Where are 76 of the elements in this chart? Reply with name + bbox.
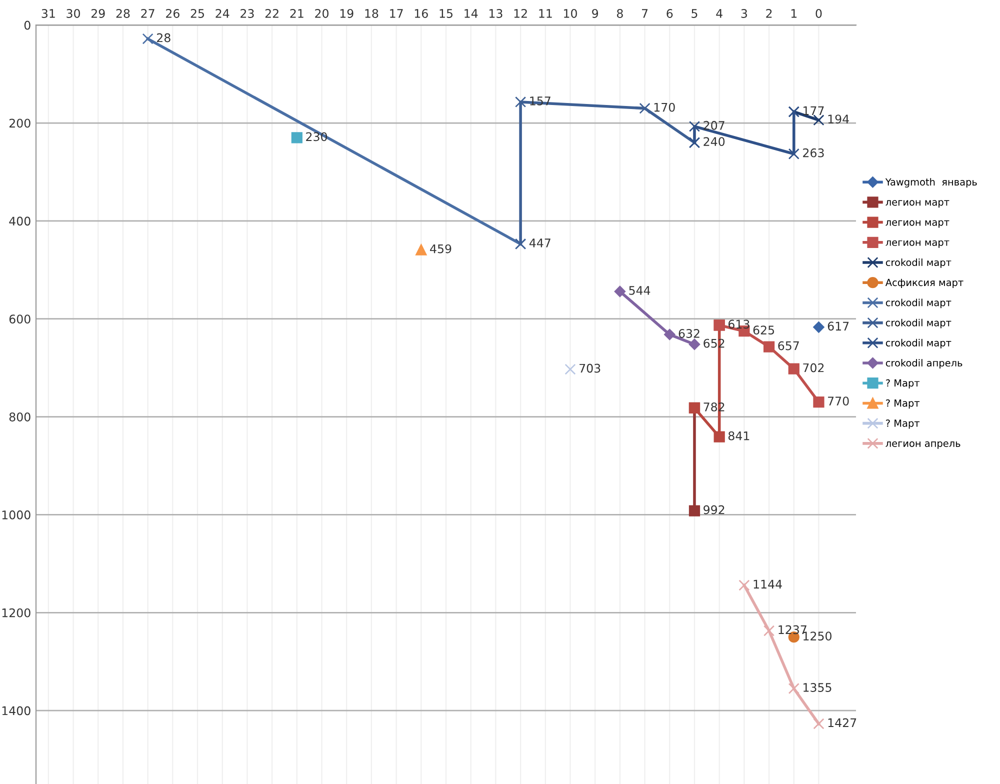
- x-tick-label: 1: [791, 9, 797, 18]
- x-tick-label: 6: [666, 9, 673, 18]
- legend-label: легион март: [886, 240, 950, 248]
- data-label: 459: [430, 244, 452, 254]
- data-label: 263: [803, 148, 824, 158]
- legend-label: легион март: [886, 220, 950, 228]
- x-tick-label: 24: [216, 9, 230, 18]
- legend-label: crokodil март: [886, 318, 952, 328]
- x-tick-label: 4: [716, 9, 722, 18]
- y-tick-label: 0: [24, 20, 30, 30]
- x-tick-label: 30: [66, 9, 80, 18]
- x-tick-label: 23: [240, 9, 254, 18]
- x-tick-label: 16: [414, 9, 428, 18]
- x-tick-label: 7: [642, 9, 648, 18]
- x-tick-label: 12: [514, 9, 527, 18]
- data-label: 194: [828, 114, 849, 124]
- data-label: 28: [157, 33, 170, 42]
- x-tick-label: 25: [190, 9, 204, 18]
- data-label: 177: [804, 106, 824, 116]
- y-tick-label: 200: [9, 118, 30, 128]
- legend-label: crokodil март: [886, 258, 952, 268]
- data-label: 544: [629, 286, 650, 295]
- y-tick-label: 800: [9, 412, 30, 422]
- data-label: 841: [728, 431, 750, 440]
- data-label: 170: [654, 102, 675, 112]
- data-label: 617: [828, 322, 849, 331]
- x-tick-label: 11: [539, 9, 552, 18]
- x-tick-label: 15: [440, 9, 452, 18]
- data-label: 240: [704, 137, 725, 146]
- y-tick-label: 400: [9, 216, 30, 226]
- data-label: 770: [828, 396, 849, 406]
- x-tick-label: 28: [116, 9, 130, 18]
- x-tick-label: 27: [141, 9, 154, 18]
- data-label: 447: [529, 238, 550, 248]
- y-tick-label: 1400: [2, 706, 30, 716]
- x-tick-label: 22: [265, 9, 278, 18]
- x-tick-label: 29: [91, 9, 105, 18]
- legend-label: crokodil апрель: [886, 359, 962, 368]
- data-label: 1144: [754, 580, 782, 588]
- x-tick-label: 5: [692, 9, 698, 18]
- x-tick-label: 21: [290, 9, 304, 18]
- y-tick-label: 1200: [2, 608, 30, 618]
- data-label: 992: [704, 505, 724, 514]
- data-label: 1355: [804, 683, 832, 692]
- x-tick-label: 10: [564, 9, 577, 18]
- x-tick-label: 13: [489, 9, 502, 18]
- y-tick-label: 1000: [2, 510, 30, 520]
- data-label: 703: [580, 364, 600, 373]
- legend-label: легион март: [886, 200, 950, 208]
- data-label: 625: [753, 326, 774, 335]
- x-tick-label: 18: [365, 9, 378, 18]
- data-label: 1427: [828, 718, 856, 728]
- x-tick-label: 0: [816, 9, 822, 18]
- legend-label: легион апрель: [886, 441, 960, 449]
- x-tick-label: 17: [390, 9, 403, 18]
- x-tick-label: 31: [42, 9, 55, 18]
- x-tick-label: 20: [315, 9, 328, 18]
- legend-label: ? Март: [886, 399, 920, 409]
- x-tick-label: 9: [592, 9, 598, 18]
- y-tick-label: 600: [9, 314, 30, 324]
- legend-label: ? Март: [886, 379, 920, 389]
- legend-label: ? Март: [886, 420, 920, 429]
- data-label: 702: [803, 363, 824, 372]
- legend-label: Yawgmoth январь: [885, 178, 977, 188]
- legend-label: Асфиксия март: [885, 278, 964, 288]
- data-label: 207: [704, 120, 724, 130]
- data-label: 632: [678, 329, 700, 338]
- x-tick-label: 26: [166, 9, 180, 18]
- data-label: 657: [778, 341, 799, 350]
- x-tick-label: 3: [741, 9, 747, 18]
- x-tick-label: 14: [464, 9, 478, 18]
- x-tick-label: 2: [766, 9, 772, 18]
- legend-label: crokodil март: [886, 338, 952, 348]
- x-tick-label: 19: [340, 9, 354, 18]
- x-tick-label: 8: [616, 9, 623, 18]
- legend-label: crokodil март: [886, 298, 952, 308]
